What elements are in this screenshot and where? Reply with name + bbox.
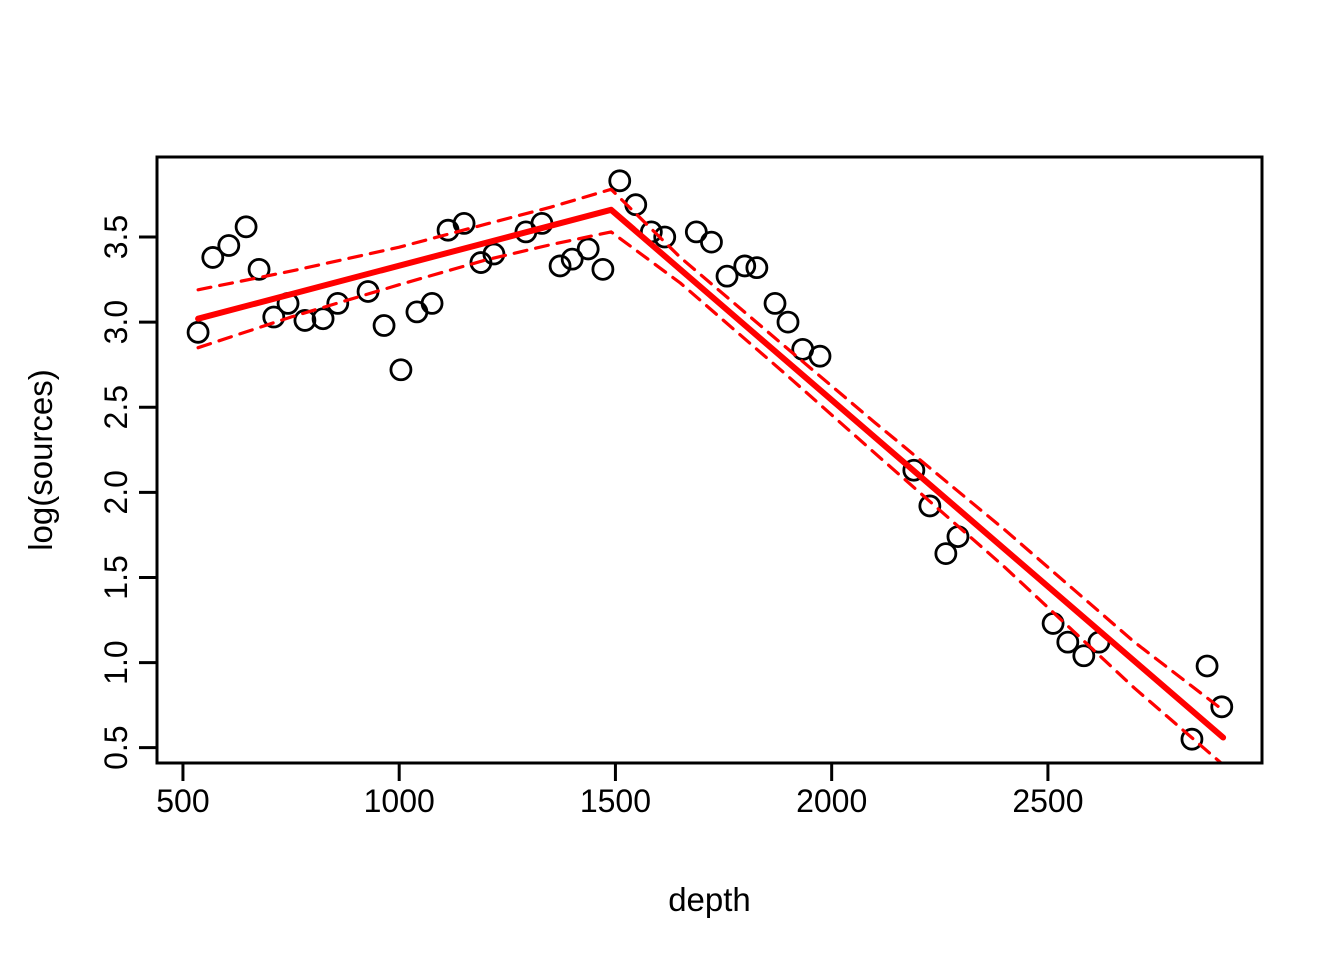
data-point bbox=[776, 310, 800, 334]
data-point bbox=[389, 358, 413, 382]
data-point bbox=[733, 254, 757, 278]
y-tick-label: 1.0 bbox=[98, 640, 134, 684]
data-point bbox=[420, 291, 444, 315]
x-tick-label: 500 bbox=[156, 783, 209, 819]
confidence-band-upper bbox=[196, 187, 1225, 712]
data-point bbox=[763, 291, 787, 315]
data-point bbox=[560, 247, 584, 271]
data-point bbox=[405, 300, 429, 324]
data-point bbox=[808, 344, 832, 368]
data-point bbox=[293, 309, 317, 332]
data-point bbox=[326, 291, 350, 315]
fit-line bbox=[195, 206, 1227, 741]
data-point bbox=[745, 256, 769, 280]
y-tick-label: 2.5 bbox=[98, 385, 134, 429]
data-point bbox=[591, 257, 615, 281]
data-point bbox=[918, 494, 942, 518]
y-tick-label: 2.0 bbox=[98, 470, 134, 514]
data-point bbox=[201, 246, 225, 269]
y-tick-label: 1.5 bbox=[98, 555, 134, 599]
x-tick-label: 1000 bbox=[364, 783, 435, 819]
data-point bbox=[946, 525, 970, 549]
data-point bbox=[1210, 695, 1234, 719]
data-point bbox=[311, 307, 335, 331]
data-point bbox=[608, 169, 632, 193]
data-point bbox=[1195, 654, 1219, 678]
data-point bbox=[1041, 612, 1065, 635]
data-point bbox=[217, 234, 241, 257]
data-point bbox=[372, 314, 396, 337]
data-point bbox=[653, 225, 677, 249]
data-point bbox=[715, 264, 739, 288]
y-tick-label: 3.0 bbox=[98, 300, 134, 344]
x-tick-label: 2000 bbox=[796, 783, 867, 819]
data-point bbox=[1180, 727, 1204, 751]
data-point bbox=[548, 254, 572, 278]
y-tick-label: 0.5 bbox=[98, 725, 134, 769]
plot-frame bbox=[155, 155, 1264, 765]
data-point bbox=[684, 220, 708, 244]
y-axis-title: log(sources) bbox=[22, 369, 59, 551]
data-point bbox=[576, 237, 600, 261]
confidence-band-lower bbox=[196, 230, 1224, 763]
data-points-group bbox=[186, 169, 1234, 751]
data-point bbox=[247, 257, 271, 281]
y-tick-label: 3.5 bbox=[98, 215, 134, 259]
x-tick-label: 1500 bbox=[580, 783, 651, 819]
x-tick-label: 2500 bbox=[1012, 783, 1083, 819]
data-point bbox=[902, 458, 926, 482]
data-point bbox=[1056, 630, 1080, 654]
data-point bbox=[452, 211, 476, 235]
data-point bbox=[482, 242, 506, 266]
data-point bbox=[262, 305, 286, 329]
data-point bbox=[1072, 644, 1096, 668]
data-point bbox=[934, 542, 958, 566]
data-point bbox=[234, 215, 258, 239]
x-axis-title: depth bbox=[668, 881, 751, 918]
data-point bbox=[186, 320, 210, 344]
data-point bbox=[700, 230, 723, 254]
